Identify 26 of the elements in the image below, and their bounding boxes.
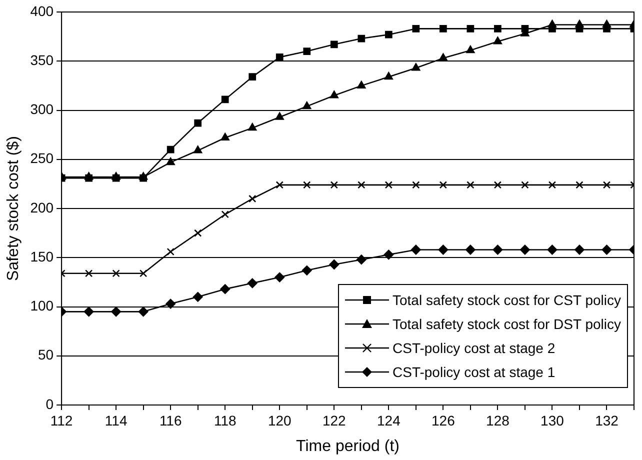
x-tick-label: 116 (159, 412, 182, 428)
x-axis-title: Time period (t) (296, 438, 400, 455)
y-tick-label: 150 (30, 248, 54, 264)
x-tick-label: 130 (540, 412, 564, 428)
y-tick-label: 300 (30, 101, 54, 118)
y-tick-label: 0 (46, 396, 54, 412)
y-tick-label: 50 (38, 346, 54, 363)
y-tick-label: 200 (30, 199, 54, 216)
y-tick-label: 400 (30, 2, 54, 19)
y-axis-title: Safety stock cost ($) (5, 136, 22, 281)
x-tick-label: 132 (595, 412, 619, 428)
x-tick-label: 126 (432, 412, 456, 428)
legend-label: CST-policy cost at stage 1 (392, 363, 556, 382)
legend-label: Total safety stock cost for CST policy (392, 291, 621, 310)
x-tick-label: 118 (214, 412, 236, 428)
y-tick-label: 250 (30, 150, 54, 166)
x-tick-label: 114 (104, 412, 128, 428)
x-tick-label: 122 (322, 412, 346, 428)
y-tick-label: 100 (30, 298, 54, 314)
x-tick-label: 128 (486, 412, 510, 428)
x-tick-label: 120 (268, 412, 292, 428)
legend-label: CST-policy cost at stage 2 (392, 339, 556, 358)
legend-label: Total safety stock cost for DST policy (392, 315, 621, 334)
x-tick-label: 112 (50, 412, 73, 428)
y-tick-label: 350 (30, 52, 54, 68)
x-tick-label: 124 (376, 412, 401, 428)
